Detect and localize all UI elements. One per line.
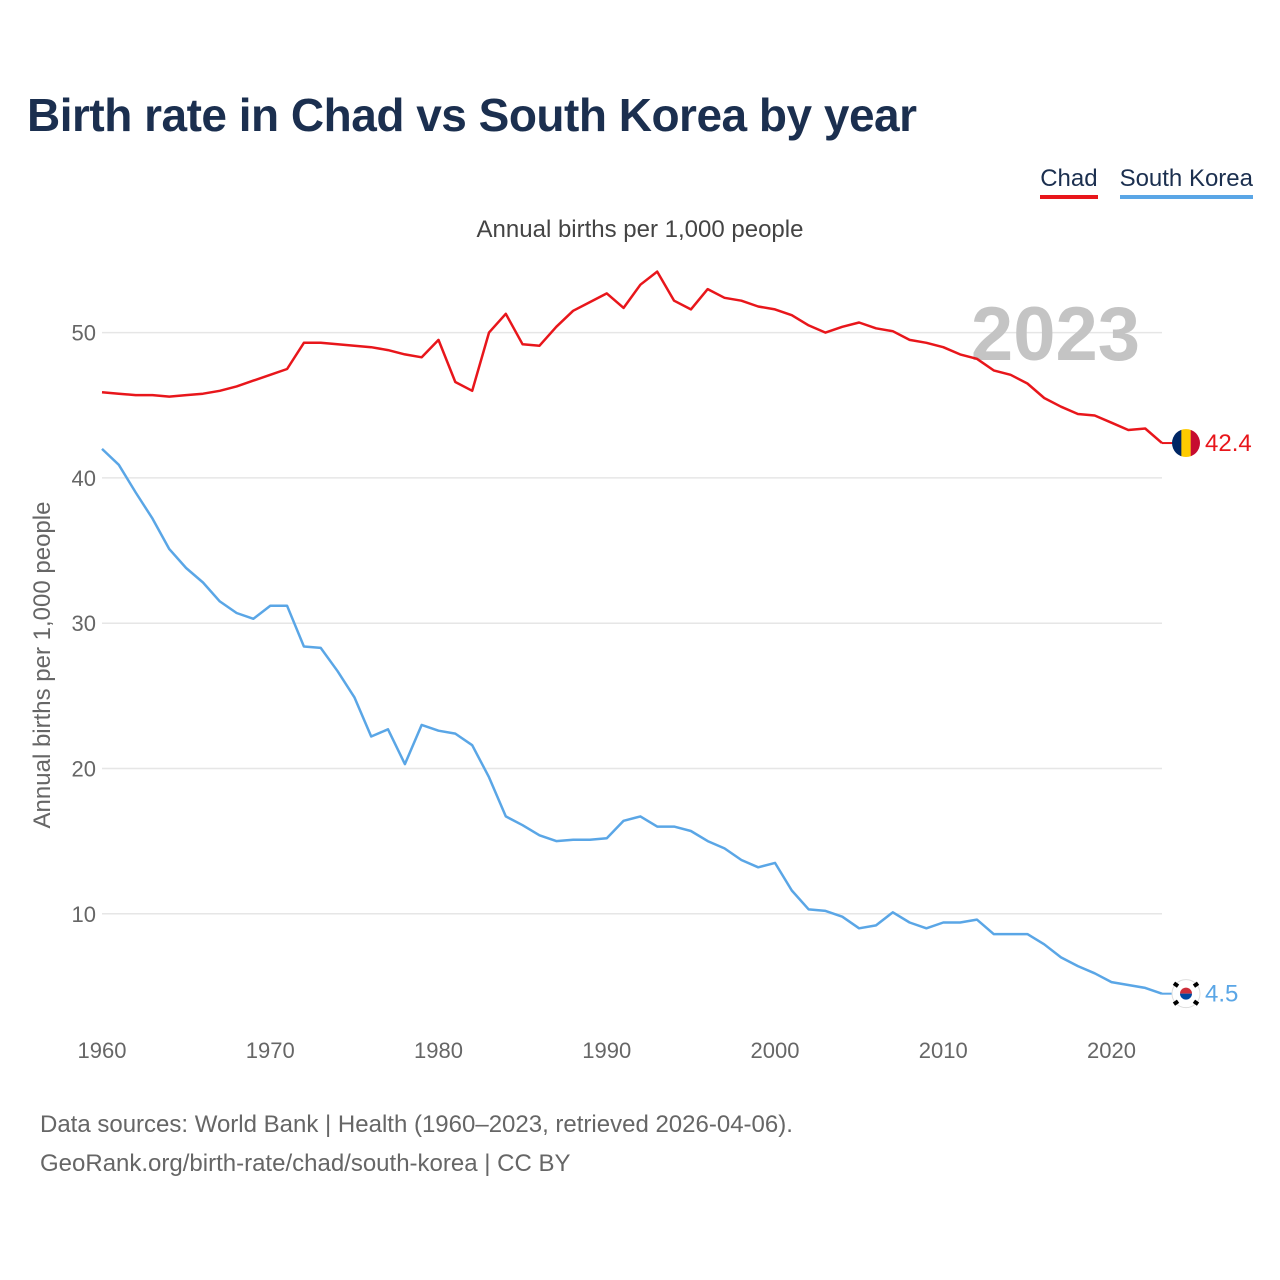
series-line-south-korea xyxy=(101,447,1163,995)
legend-item-chad[interactable]: Chad xyxy=(1040,165,1098,199)
end-value-label: 4.5 xyxy=(1205,981,1238,1008)
source-url-text: GeoRank.org/birth-rate/chad/south-korea … xyxy=(40,1150,571,1177)
y-tick-label: 50 xyxy=(72,321,96,346)
chad-flag-icon xyxy=(1172,429,1200,458)
x-tick-label: 1980 xyxy=(414,1038,463,1063)
x-tick-label: 1990 xyxy=(582,1038,631,1063)
x-tick-label: 2000 xyxy=(751,1038,800,1063)
y-tick-label: 20 xyxy=(72,756,96,781)
data-sources-text: Data sources: World Bank | Health (1960–… xyxy=(40,1111,793,1138)
y-tick-label: 30 xyxy=(72,611,96,636)
series-line-chad xyxy=(101,270,1163,445)
y-axis-title: Annual births per 1,000 people xyxy=(29,502,56,829)
year-watermark: 2023 xyxy=(971,292,1140,377)
x-tick-label: 1970 xyxy=(246,1038,295,1063)
x-tick-label: 2010 xyxy=(919,1038,968,1063)
legend: Chad South Korea xyxy=(1040,165,1253,199)
y-tick-label: 40 xyxy=(72,466,96,491)
footer: Data sources: World Bank | Health (1960–… xyxy=(40,1105,793,1183)
chart-subtitle: Annual births per 1,000 people xyxy=(476,216,804,243)
end-value-label: 42.4 xyxy=(1205,430,1252,457)
chart-title: Birth rate in Chad vs South Korea by yea… xyxy=(27,89,917,141)
x-tick-label: 2020 xyxy=(1087,1038,1136,1063)
legend-item-south-korea[interactable]: South Korea xyxy=(1119,165,1253,199)
y-tick-label: 10 xyxy=(72,902,96,927)
x-tick-label: 1960 xyxy=(78,1038,127,1063)
south-korea-flag-icon xyxy=(1171,979,1201,1009)
